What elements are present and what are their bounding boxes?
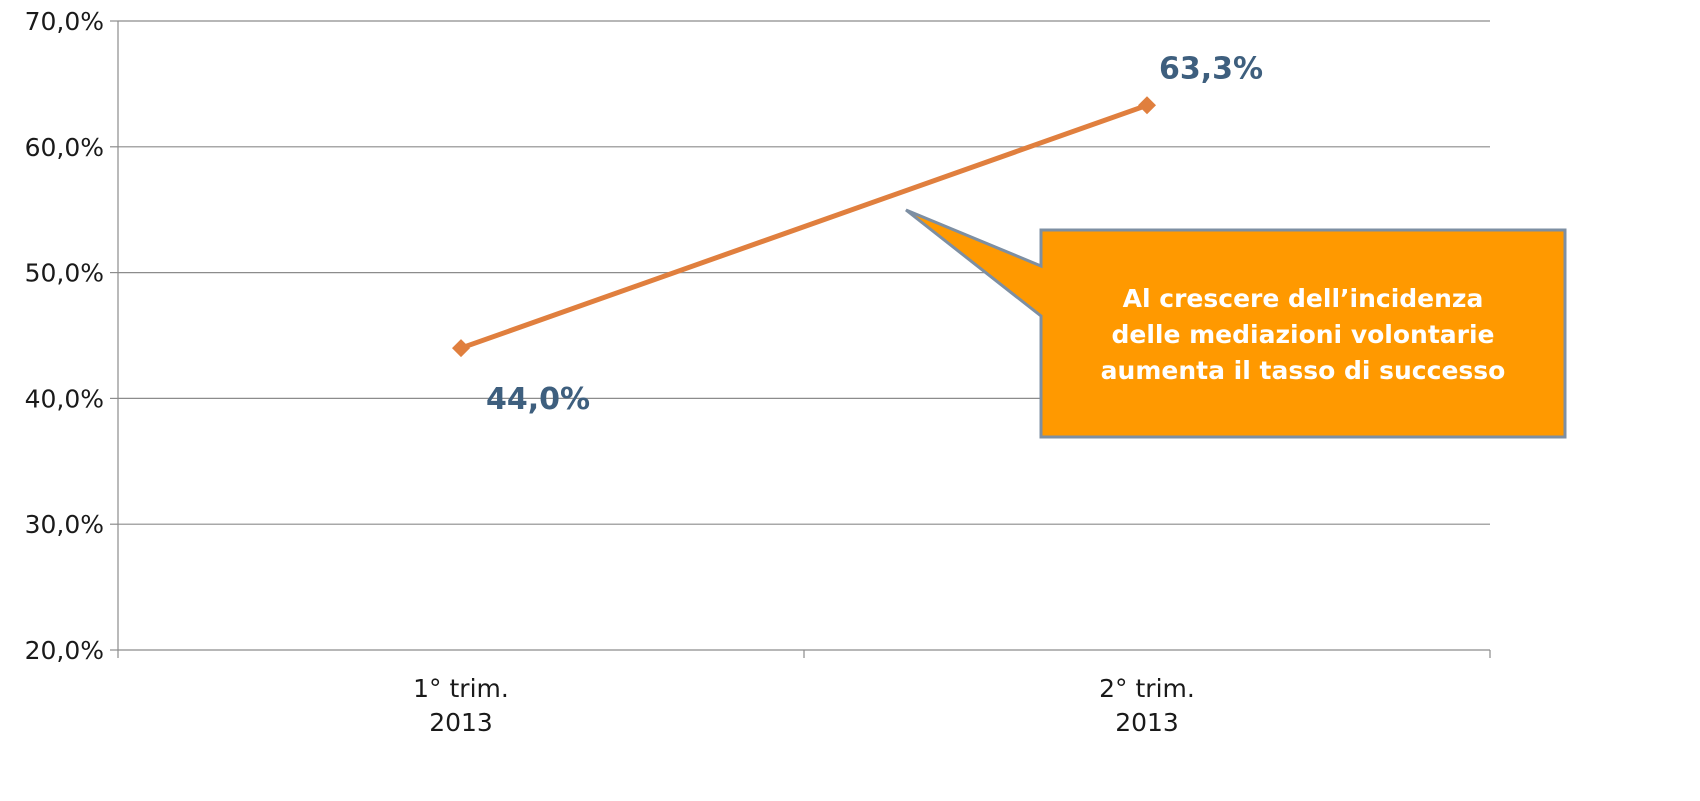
data-labels: 44,0% 63,3% <box>486 51 1263 417</box>
y-tick-label: 20,0% <box>25 636 104 665</box>
y-tick-label: 30,0% <box>25 510 104 539</box>
callout-box <box>905 208 1567 439</box>
data-label: 63,3% <box>1159 51 1263 86</box>
data-point-marker <box>452 339 470 358</box>
data-label: 44,0% <box>486 382 590 417</box>
series-line <box>458 102 1150 351</box>
data-point-marker <box>1138 96 1156 115</box>
callout-text-line: delle mediazioni volontarie <box>1111 320 1494 349</box>
annotation-callout: Al crescere dell’incidenza delle mediazio… <box>905 208 1567 439</box>
x-axis-tick-labels: 1° trim. 2013 2° trim. 2013 <box>413 674 1195 737</box>
axes <box>110 20 1491 658</box>
x-tick-label: 1° trim. 2013 <box>413 674 509 737</box>
y-tick-label: 50,0% <box>25 259 104 288</box>
callout-text-line: aumenta il tasso di successo <box>1101 356 1506 385</box>
y-tick-label: 60,0% <box>25 133 104 162</box>
y-tick-label: 70,0% <box>25 7 104 36</box>
callout-text-line: Al crescere dell’incidenza <box>1123 284 1484 313</box>
y-tick-label: 40,0% <box>25 384 104 413</box>
x-tick-label: 2° trim. 2013 <box>1099 674 1195 737</box>
series-line-layer <box>452 96 1156 358</box>
y-axis-tick-labels: 70,0% 60,0% 50,0% 40,0% 30,0% 20,0% <box>25 7 104 665</box>
